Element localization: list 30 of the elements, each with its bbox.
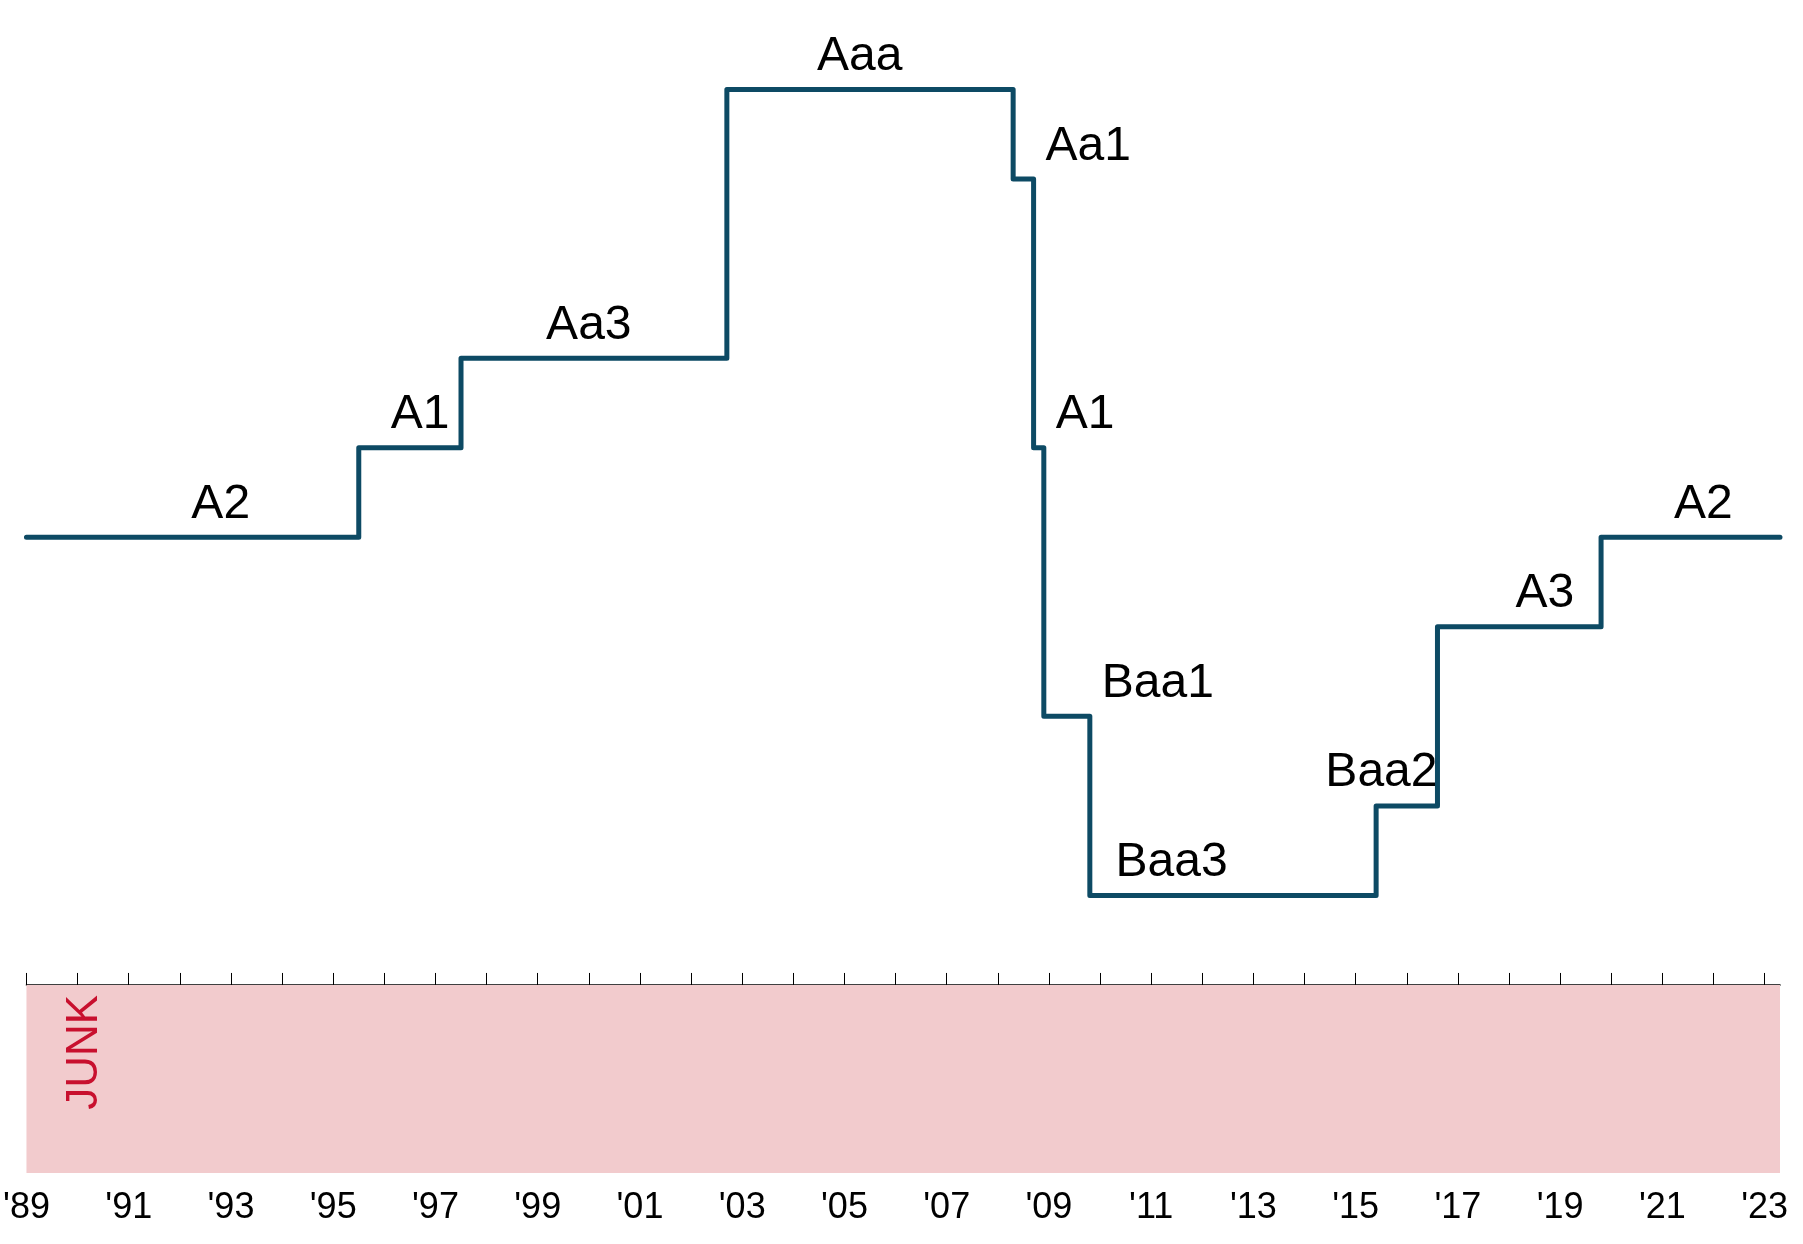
x-tick-label: '03 xyxy=(718,1184,766,1226)
x-tick-label: '99 xyxy=(514,1184,562,1226)
x-tick-label: '15 xyxy=(1332,1184,1380,1226)
annotation: A1 xyxy=(1055,385,1115,439)
x-tick-label: '23 xyxy=(1741,1184,1789,1226)
x-tick-label: '19 xyxy=(1536,1184,1584,1226)
x-tick-label: '11 xyxy=(1129,1184,1174,1226)
x-tick-label: '05 xyxy=(820,1184,868,1226)
band-label: JUNK xyxy=(56,994,106,1110)
annotation: Baa1 xyxy=(1101,653,1214,707)
x-tick-label: '17 xyxy=(1434,1184,1482,1226)
annotation: Aa1 xyxy=(1045,116,1131,170)
x-tick-label: '01 xyxy=(616,1184,664,1226)
x-tick-label: '91 xyxy=(105,1184,153,1226)
x-tick-label: '13 xyxy=(1229,1184,1277,1226)
annotation: A3 xyxy=(1515,564,1575,618)
annotation: A1 xyxy=(390,385,450,439)
x-tick-label: '07 xyxy=(923,1184,971,1226)
x-tick-label: '95 xyxy=(309,1184,357,1226)
annotation: A2 xyxy=(1673,474,1733,528)
annotation: Baa3 xyxy=(1115,832,1228,886)
annotation: Aaa xyxy=(817,27,903,81)
x-tick-label: '89 xyxy=(3,1184,50,1226)
annotation: Aa3 xyxy=(546,295,632,349)
annotation: Baa2 xyxy=(1325,743,1438,797)
x-tick-label: '97 xyxy=(411,1184,459,1226)
x-tick-label: '21 xyxy=(1638,1184,1686,1226)
x-tick-label: '93 xyxy=(207,1184,255,1226)
x-tick-label: '09 xyxy=(1025,1184,1073,1226)
annotation: A2 xyxy=(191,474,251,528)
